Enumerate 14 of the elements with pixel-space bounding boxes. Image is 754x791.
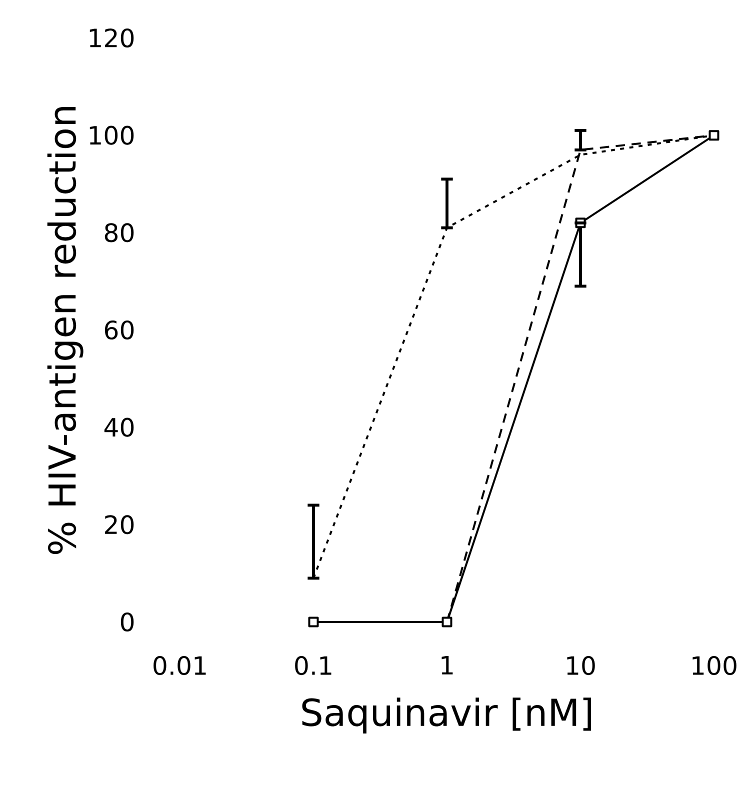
x-tick-label: 0.01 [154, 656, 206, 676]
y-tick-label: 100 [90, 126, 134, 145]
x-tick-label: 100 [692, 656, 736, 676]
x-tick-label: 10 [567, 656, 595, 676]
x-tick-label: 1 [442, 656, 453, 674]
x-tick-label: 0.1 [295, 656, 332, 676]
y-tick-label: 80 [104, 223, 134, 242]
y-tick-label: 40 [104, 418, 134, 437]
y-axis-title: % HIV-antigen reduction [47, 106, 84, 554]
y-tick-label: 20 [105, 515, 134, 534]
y-tick-label: 60 [104, 320, 134, 340]
y-tick-label: 0 [120, 612, 134, 632]
x-axis-title: Saquinavir [nM] [302, 698, 592, 734]
y-tick-label: 120 [90, 28, 134, 48]
